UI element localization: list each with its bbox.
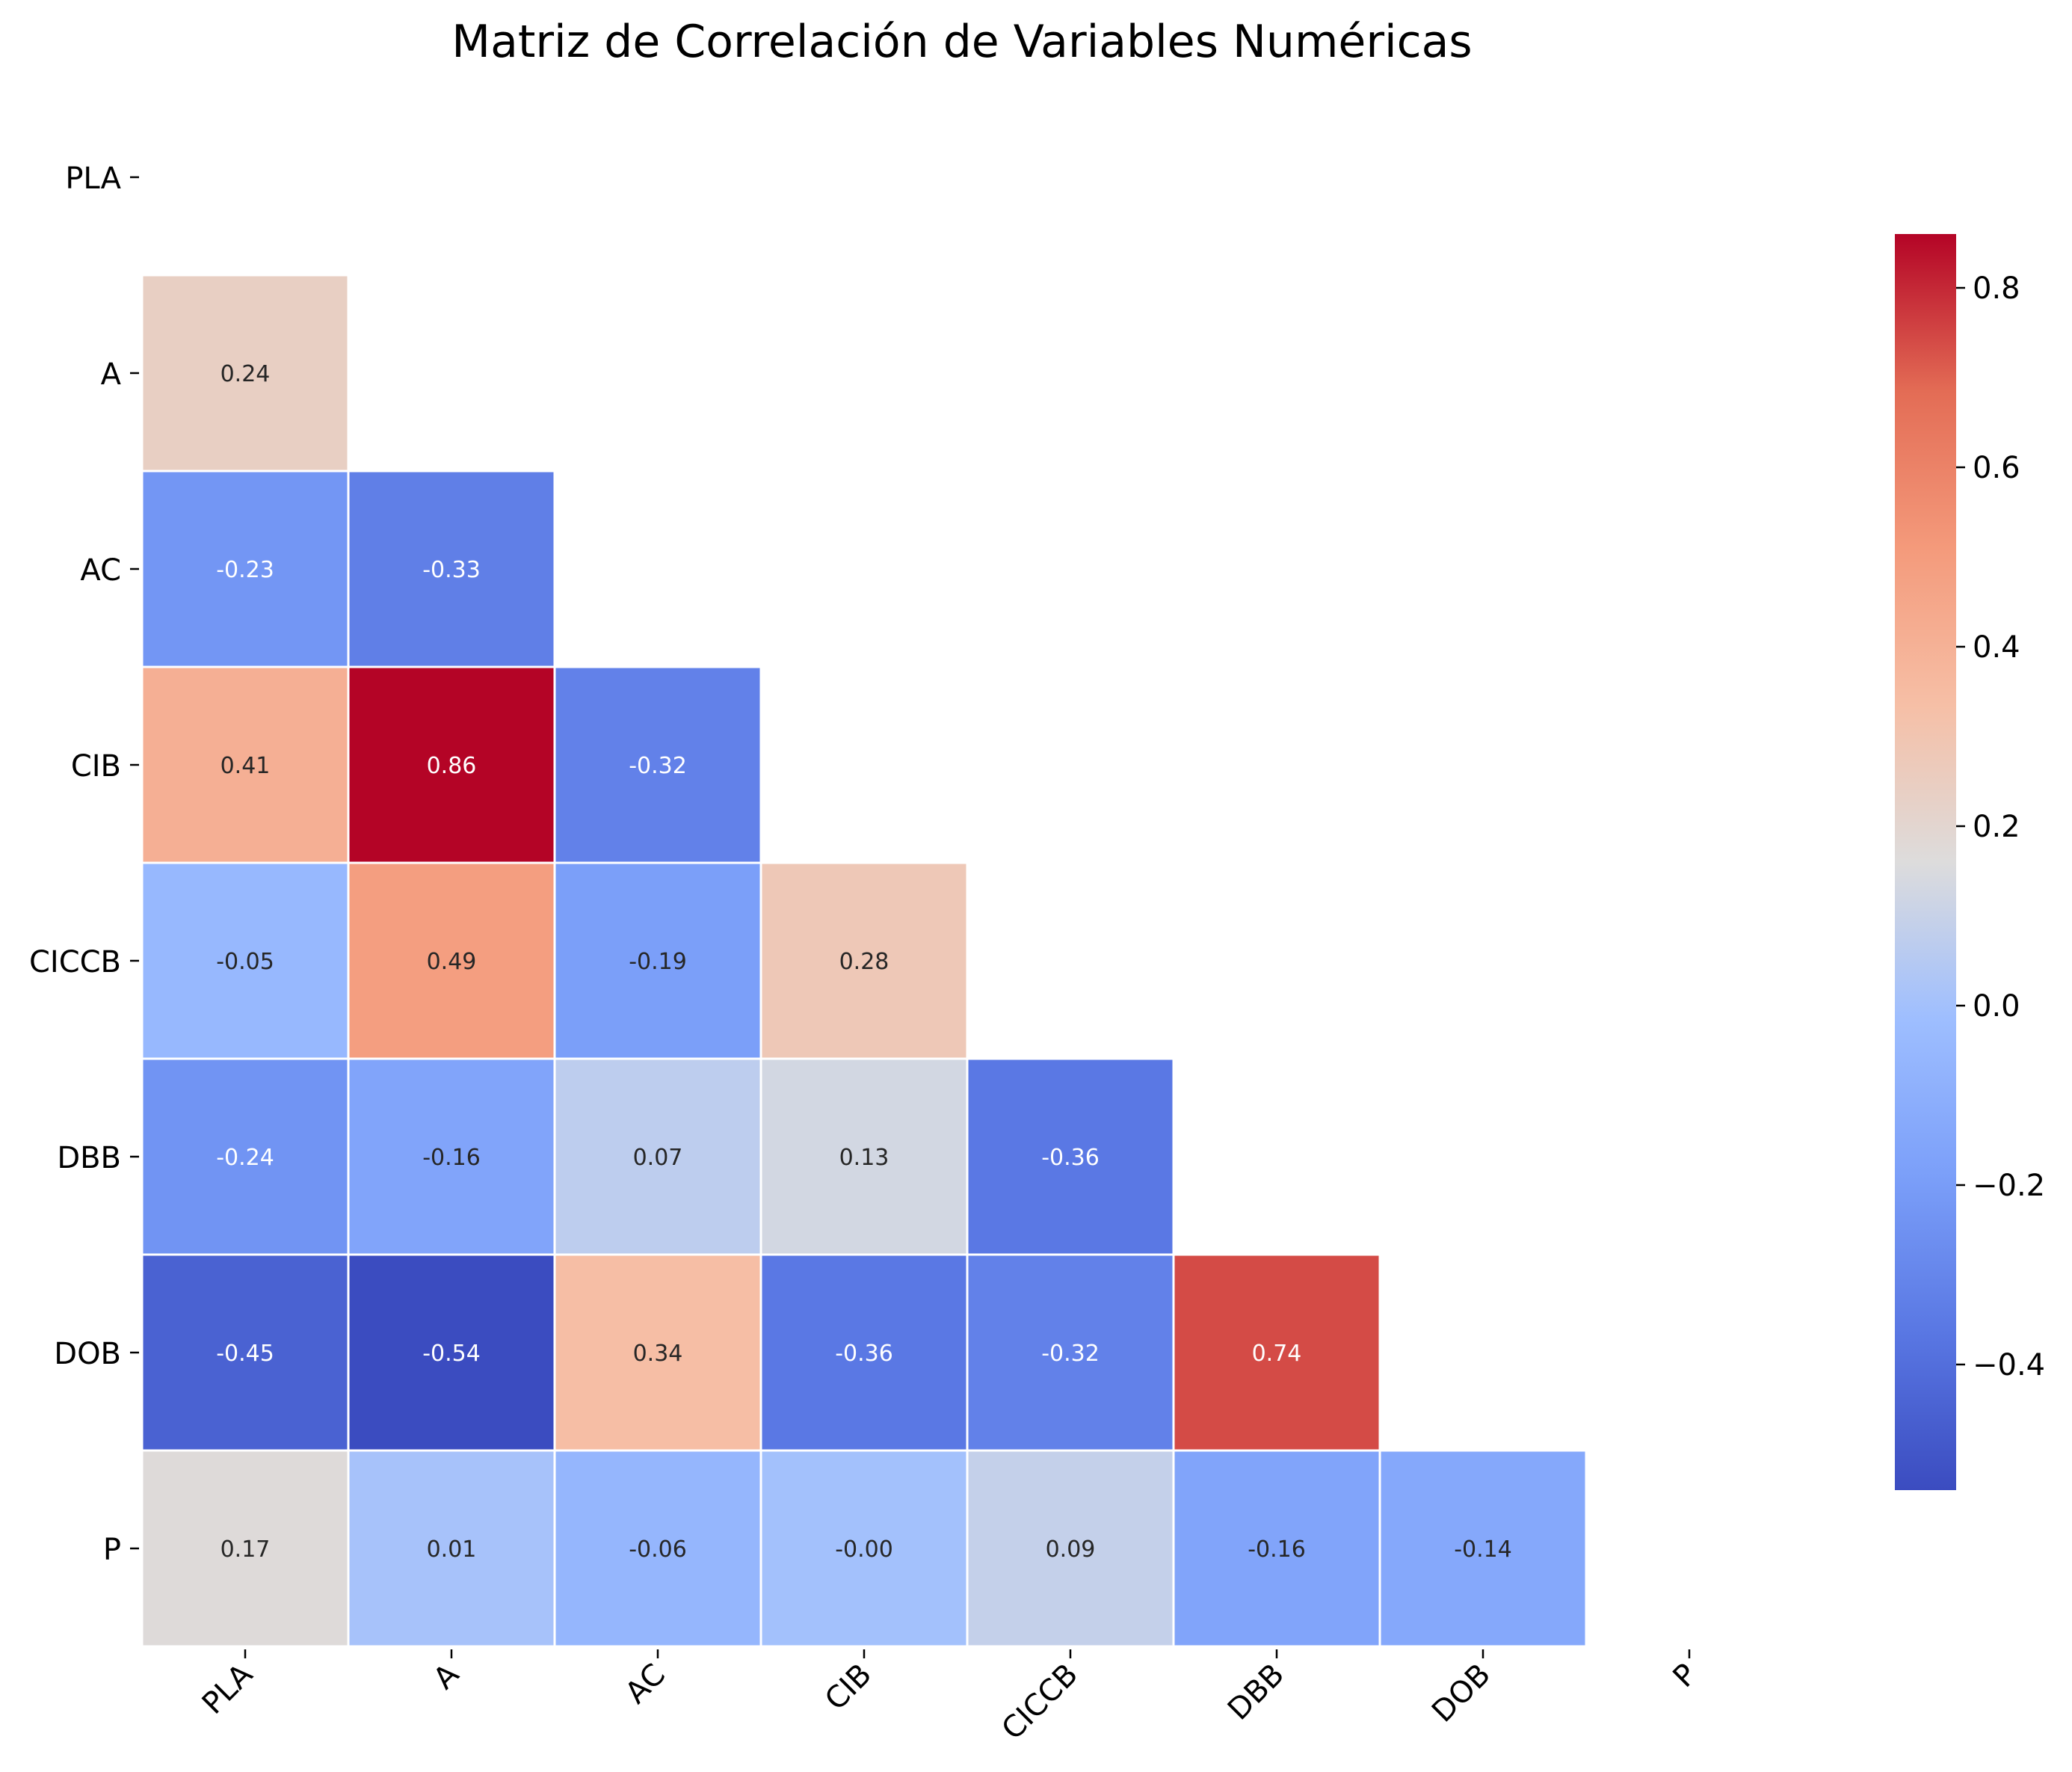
heatmap-cells xyxy=(141,274,1588,1648)
y-tick-label: P xyxy=(103,1533,121,1567)
colorbar: 0.8 0.6 0.4 0.2 0.0 −0.2 −0.4 xyxy=(1895,234,2045,1490)
chart-title: Matriz de Correlación de Variables Numér… xyxy=(451,16,1472,68)
x-tick-label: PLA xyxy=(196,1657,260,1721)
heatmap-cell-DOB-DBB xyxy=(1172,1253,1381,1452)
heatmap-cell-DOB-CIB xyxy=(759,1253,969,1452)
cell-value-label: -0.36 xyxy=(835,1341,893,1367)
heatmap-cell-P-DOB xyxy=(1378,1449,1588,1648)
cell-value-label: 0.17 xyxy=(221,1536,271,1563)
y-tick-label: AC xyxy=(80,553,121,588)
heatmap-cell-DBB-CICCB xyxy=(966,1057,1175,1256)
y-tick-label: A xyxy=(101,357,122,392)
cell-value-label: 0.86 xyxy=(427,753,477,779)
heatmap-cell-CIB-A xyxy=(347,665,556,864)
heatmap-cell-DBB-CIB xyxy=(759,1057,969,1256)
cell-value-label: 0.34 xyxy=(633,1341,683,1367)
cell-value-label: -0.32 xyxy=(629,753,687,779)
x-tick-label: CICCB xyxy=(996,1658,1085,1747)
cell-value-label: 0.01 xyxy=(427,1536,477,1563)
cell-value-label: -0.32 xyxy=(1041,1341,1100,1367)
cell-value-label: 0.24 xyxy=(221,361,271,387)
cell-value-label: -0.33 xyxy=(422,557,481,583)
colorbar-ticks: 0.8 0.6 0.4 0.2 0.0 −0.2 −0.4 xyxy=(1956,271,2045,1382)
heatmap-cell-A-PLA xyxy=(141,274,350,473)
x-tick-label: DBB xyxy=(1221,1658,1291,1727)
x-tick-label: A xyxy=(427,1657,466,1696)
colorbar-tick-label: 0.8 xyxy=(1973,271,2020,306)
y-tick-label: DBB xyxy=(57,1141,121,1175)
x-tick-label: CIB xyxy=(818,1658,878,1717)
colorbar-tick-label: 0.2 xyxy=(1973,810,2020,844)
cell-value-label: -0.24 xyxy=(216,1145,274,1171)
cell-value-label: -0.23 xyxy=(216,557,274,583)
colorbar-tick-label: −0.2 xyxy=(1973,1169,2045,1203)
y-tick-label: CICCB xyxy=(29,945,121,979)
cell-value-label: 0.28 xyxy=(839,949,889,975)
x-tick-label: DOB xyxy=(1425,1658,1497,1729)
heatmap-cell-P-PLA xyxy=(141,1449,350,1648)
cell-value-label: -0.00 xyxy=(835,1536,893,1563)
heatmap-cell-P-CIB xyxy=(759,1449,969,1648)
y-tick-label: DOB xyxy=(54,1337,121,1371)
y-axis: PLA A AC CIB CICCB DBB DOB P xyxy=(29,161,139,1567)
heatmap-cell-P-DBB xyxy=(1172,1449,1381,1648)
heatmap-cell-DOB-A xyxy=(347,1253,556,1452)
y-tick-label: PLA xyxy=(65,161,121,196)
cell-value-label: 0.09 xyxy=(1046,1536,1096,1563)
cell-value-label: -0.05 xyxy=(216,949,274,975)
heatmap-cell-DOB-CICCB xyxy=(966,1253,1175,1452)
cell-value-label: 0.49 xyxy=(427,949,477,975)
heatmap-cell-CICCB-A xyxy=(347,861,556,1060)
heatmap-cell-CIB-PLA xyxy=(141,665,350,864)
heatmap-cell-P-A xyxy=(347,1449,556,1648)
cell-value-label: -0.36 xyxy=(1041,1145,1100,1171)
colorbar-tick-label: 0.6 xyxy=(1973,451,2020,485)
x-tick-label: AC xyxy=(619,1658,672,1711)
x-axis: PLA A AC CIB CICCB DBB DOB P xyxy=(196,1649,1703,1747)
heatmap-cell-DOB-PLA xyxy=(141,1253,350,1452)
colorbar-tick-label: −0.4 xyxy=(1973,1348,2045,1382)
cell-value-label: 0.41 xyxy=(221,753,271,779)
heatmap-cell-CIB-AC xyxy=(553,665,762,864)
y-tick-label: CIB xyxy=(71,749,121,784)
cell-value-label: 0.74 xyxy=(1252,1341,1302,1367)
x-tick-label: P xyxy=(1666,1658,1703,1695)
heatmap-cell-DOB-AC xyxy=(553,1253,762,1452)
cell-value-label: -0.19 xyxy=(629,949,687,975)
colorbar-tick-label: 0.4 xyxy=(1973,630,2020,665)
heatmap-cell-AC-PLA xyxy=(141,470,350,668)
cell-value-label: -0.14 xyxy=(1454,1536,1512,1563)
heatmap-value-labels: 0.24 -0.23 -0.33 0.41 0.86 -0.32 -0.05 0.49 -0.1… xyxy=(216,361,1512,1563)
cell-value-label: -0.06 xyxy=(629,1536,687,1563)
heatmap-cell-AC-A xyxy=(347,470,556,668)
cell-value-label: -0.54 xyxy=(422,1341,481,1367)
heatmap-cell-CICCB-CIB xyxy=(759,861,969,1060)
heatmap-cell-DBB-AC xyxy=(553,1057,762,1256)
colorbar-tick-label: 0.0 xyxy=(1973,989,2020,1024)
heatmap-cell-DBB-A xyxy=(347,1057,556,1256)
cell-value-label: 0.13 xyxy=(839,1145,889,1171)
cell-value-label: -0.16 xyxy=(1248,1536,1306,1563)
cell-value-label: -0.45 xyxy=(216,1341,274,1367)
cell-value-label: -0.16 xyxy=(422,1145,481,1171)
cell-value-label: 0.07 xyxy=(633,1145,683,1171)
colorbar-gradient xyxy=(1895,234,1956,1490)
